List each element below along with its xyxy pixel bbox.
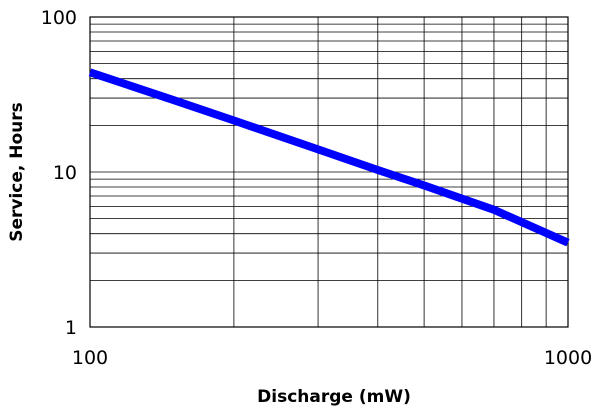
y-tick-label-1: 1 xyxy=(65,317,77,339)
x-tick-label-1000: 1000 xyxy=(544,347,592,369)
y-tick-label-10: 10 xyxy=(53,162,77,184)
series-line xyxy=(88,68,570,247)
x-axis-title: Discharge (mW) xyxy=(257,387,411,407)
grid xyxy=(90,17,568,327)
plot-frame xyxy=(89,16,569,328)
x-tick-label-100: 100 xyxy=(72,347,108,369)
y-tick-label-100: 100 xyxy=(41,7,77,29)
y-axis-title: Service, Hours xyxy=(7,102,27,242)
